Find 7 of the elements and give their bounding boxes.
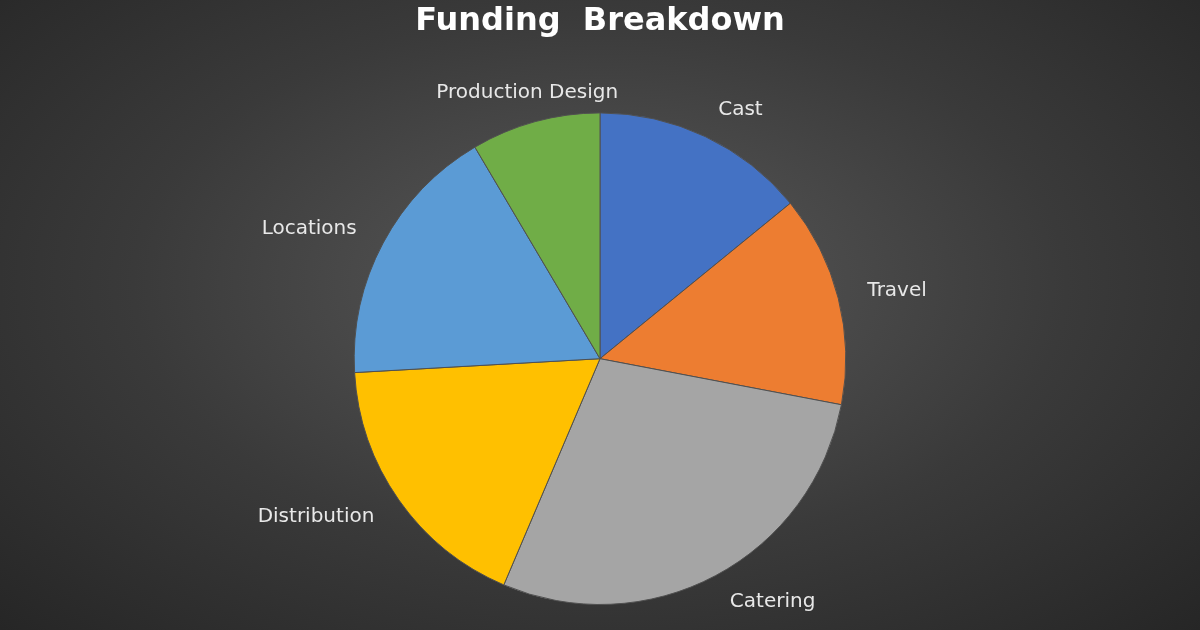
- slice-label: Cast: [718, 95, 763, 120]
- slice-label: Production Design: [436, 78, 619, 103]
- slice-label: Catering: [729, 588, 816, 613]
- slice-label: Locations: [261, 215, 357, 240]
- slice-label: Travel: [866, 277, 927, 302]
- slice-label: Distribution: [257, 503, 375, 528]
- chart-title: Funding Breakdown: [415, 0, 785, 38]
